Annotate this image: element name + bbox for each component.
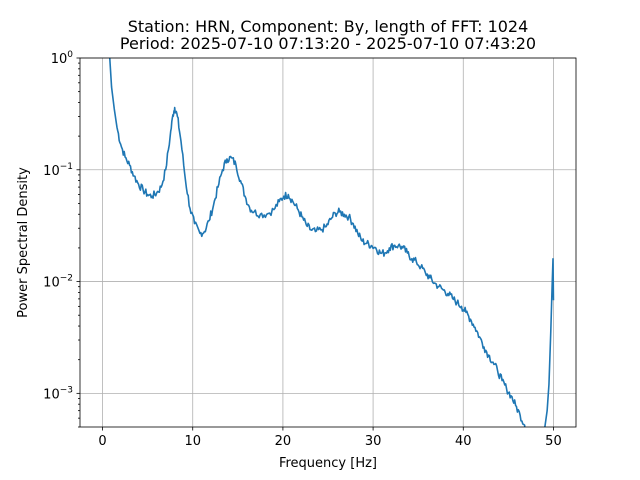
x-axis-ticks: 0 10 20 30 40 50 bbox=[98, 427, 562, 449]
chart-title-line-1: Station: HRN, Component: By, length of F… bbox=[128, 17, 529, 36]
axes-frame bbox=[79, 57, 577, 428]
chart-title-line-2: Period: 2025-07-10 07:13:20 - 2025-07-10… bbox=[120, 34, 536, 53]
x-tick-label: 20 bbox=[275, 434, 292, 449]
x-tick-label: 0 bbox=[98, 434, 106, 449]
x-tick-label: 40 bbox=[455, 434, 472, 449]
psd-line-segment-1 bbox=[108, 58, 526, 427]
y-tick-label: 100 bbox=[51, 50, 74, 67]
y-tick-label: 10−1 bbox=[43, 162, 73, 179]
y-axis-ticks: 100 10−1 10−2 10−3 bbox=[43, 50, 80, 428]
y-axis-label: Power Spectral Density bbox=[16, 167, 31, 318]
plot-area bbox=[108, 58, 555, 427]
x-tick-label: 50 bbox=[545, 434, 562, 449]
x-axis-label: Frequency [Hz] bbox=[279, 456, 377, 471]
x-tick-label: 10 bbox=[184, 434, 201, 449]
x-tick-label: 30 bbox=[365, 434, 382, 449]
psd-line-segment-2 bbox=[544, 257, 555, 427]
y-tick-label: 10−3 bbox=[43, 385, 73, 402]
y-tick-label: 10−2 bbox=[43, 274, 73, 291]
